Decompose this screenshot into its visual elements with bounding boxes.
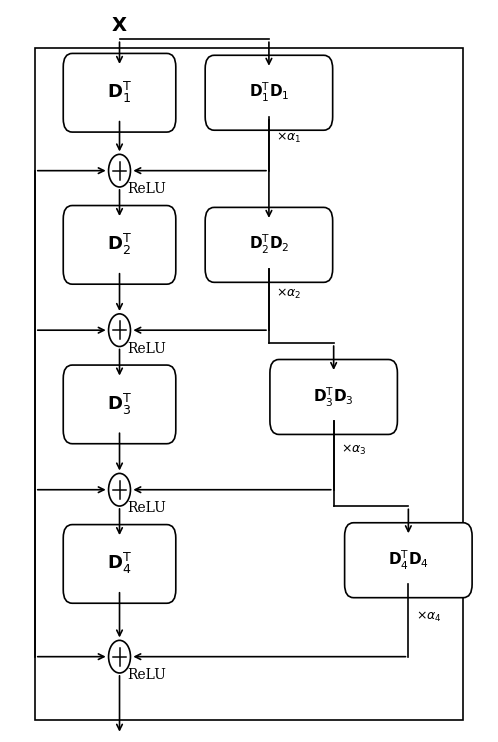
- Text: $\times\alpha_4$: $\times\alpha_4$: [416, 610, 442, 624]
- FancyBboxPatch shape: [63, 365, 176, 444]
- Text: $\times\alpha_1$: $\times\alpha_1$: [276, 131, 302, 145]
- Text: ReLU: ReLU: [127, 183, 166, 196]
- Text: $\mathbf{D}_4^\mathrm{T}$: $\mathbf{D}_4^\mathrm{T}$: [107, 551, 132, 577]
- FancyBboxPatch shape: [63, 525, 176, 603]
- Text: $\mathbf{X}$: $\mathbf{X}$: [111, 16, 128, 36]
- Text: $\mathbf{D}_2^\mathrm{T}\mathbf{D}_2$: $\mathbf{D}_2^\mathrm{T}\mathbf{D}_2$: [249, 233, 289, 257]
- Text: $\mathbf{D}_3^\mathrm{T}$: $\mathbf{D}_3^\mathrm{T}$: [107, 392, 132, 417]
- FancyBboxPatch shape: [345, 522, 472, 598]
- FancyBboxPatch shape: [205, 207, 333, 282]
- Text: $\mathbf{D}_4^\mathrm{T}\mathbf{D}_4$: $\mathbf{D}_4^\mathrm{T}\mathbf{D}_4$: [388, 548, 429, 572]
- FancyBboxPatch shape: [63, 53, 176, 132]
- Text: $\mathbf{D}_1^\mathrm{T}\mathbf{D}_1$: $\mathbf{D}_1^\mathrm{T}\mathbf{D}_1$: [249, 81, 289, 105]
- FancyBboxPatch shape: [63, 206, 176, 284]
- FancyBboxPatch shape: [205, 56, 333, 131]
- Bar: [35, 48, 463, 720]
- Text: $\times\alpha_3$: $\times\alpha_3$: [341, 442, 367, 456]
- Text: $\mathbf{D}_2^\mathrm{T}$: $\mathbf{D}_2^\mathrm{T}$: [107, 232, 132, 257]
- Text: $\mathbf{D}_3^\mathrm{T}\mathbf{D}_3$: $\mathbf{D}_3^\mathrm{T}\mathbf{D}_3$: [313, 385, 354, 409]
- Text: $\times\alpha_2$: $\times\alpha_2$: [276, 286, 302, 301]
- Text: $\mathbf{D}_1^\mathrm{T}$: $\mathbf{D}_1^\mathrm{T}$: [107, 80, 132, 105]
- Text: ReLU: ReLU: [127, 669, 166, 682]
- FancyBboxPatch shape: [270, 360, 397, 435]
- Text: ReLU: ReLU: [127, 502, 166, 515]
- Text: ReLU: ReLU: [127, 342, 166, 355]
